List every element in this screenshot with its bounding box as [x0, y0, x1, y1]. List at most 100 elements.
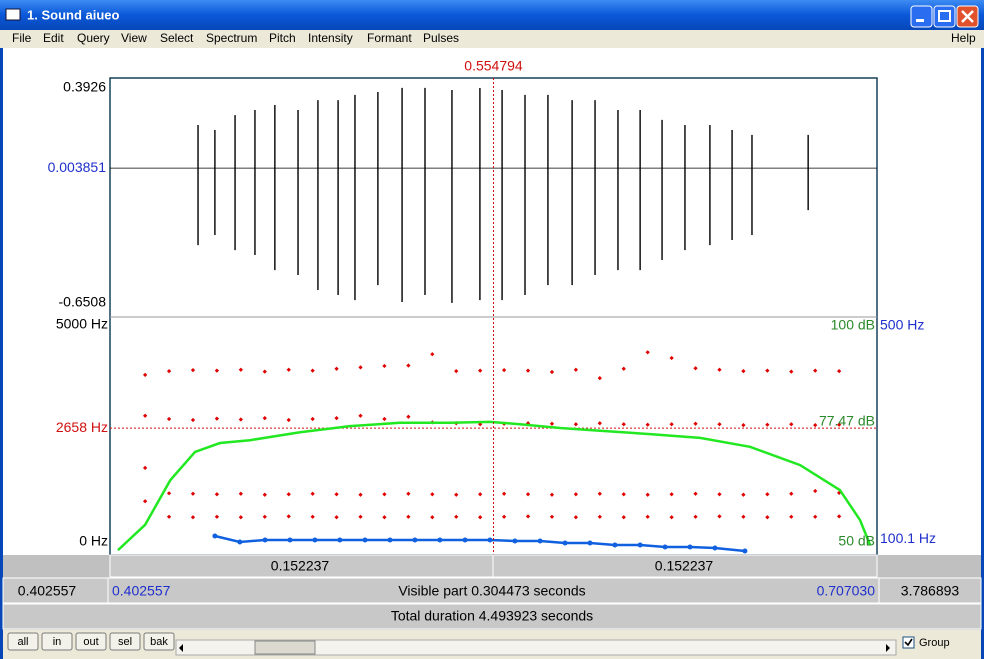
formant-point: [645, 492, 650, 497]
button[interactable]: [75, 632, 107, 651]
menu-item[interactable]: Formant: [367, 31, 412, 45]
menu-item[interactable]: View: [121, 31, 147, 45]
maximize-button[interactable]: [933, 5, 956, 28]
formant-point: [214, 416, 220, 421]
formant-point: [430, 352, 435, 357]
formant-point: [549, 492, 555, 497]
formant-point: [837, 514, 842, 519]
total-bar[interactable]: [2, 603, 982, 630]
visible-bar[interactable]: [2, 577, 982, 604]
menu-item[interactable]: Pitch: [269, 31, 296, 45]
formant-point: [382, 492, 387, 497]
pitch-point: [587, 540, 593, 546]
menu-item[interactable]: Edit: [43, 31, 64, 45]
menu-item[interactable]: Pulses: [423, 31, 459, 45]
scroll-thumb[interactable]: [254, 640, 316, 655]
formant-point: [190, 515, 196, 520]
formant-point: [310, 368, 315, 373]
button-label[interactable]: bak: [150, 636, 168, 648]
button[interactable]: [7, 632, 39, 651]
button-label[interactable]: all: [17, 636, 28, 648]
formant-point: [143, 465, 148, 471]
formant-point: [597, 421, 602, 426]
scroll-left[interactable]: [179, 644, 183, 652]
formant-point: [382, 515, 387, 520]
button-label[interactable]: in: [53, 636, 62, 648]
formant-point: [501, 368, 507, 373]
pitch-point: [337, 537, 343, 543]
formant-point: [813, 368, 818, 373]
button[interactable]: [41, 632, 73, 651]
half-duration: 0.152237: [655, 558, 714, 574]
formant-point: [143, 499, 148, 504]
menu-item[interactable]: Help: [951, 31, 976, 45]
formant-point: [741, 492, 746, 497]
pitch-point: [462, 537, 468, 543]
formant-point: [741, 514, 746, 519]
pitch-point: [637, 542, 643, 548]
formant-point: [741, 423, 746, 428]
formant-point: [501, 491, 507, 496]
formant-point: [813, 423, 818, 428]
half-bar[interactable]: [492, 554, 878, 578]
scrollbar[interactable]: [175, 639, 897, 656]
scroll-right[interactable]: [886, 644, 890, 652]
menu-item[interactable]: Select: [160, 31, 194, 45]
window-title: 1. Sound aiueo: [27, 7, 120, 22]
menu-item[interactable]: Intensity: [308, 31, 353, 45]
cursor-time: 0.554794: [464, 58, 523, 74]
window-border: [981, 48, 984, 659]
pitch-point: [662, 544, 668, 550]
formant-point: [621, 366, 626, 371]
formant-point: [166, 491, 172, 496]
formant-point: [573, 515, 579, 520]
formant-point: [190, 368, 196, 373]
formant-point: [717, 492, 722, 497]
formant-point: [621, 492, 626, 497]
formant-point: [190, 491, 196, 496]
pitch-point: [362, 537, 368, 543]
title-bar: [0, 0, 984, 30]
button-label[interactable]: sel: [118, 636, 132, 648]
formant-point: [717, 514, 722, 519]
formant-point: [143, 372, 148, 377]
formant-point: [358, 492, 363, 497]
formant-point: [837, 422, 842, 427]
formant-point: [310, 491, 315, 496]
menu-item[interactable]: Spectrum: [206, 31, 257, 45]
formant-point: [621, 422, 626, 427]
group-checkbox[interactable]: [902, 636, 915, 649]
menu-item[interactable]: Query: [77, 31, 110, 45]
formant-point: [286, 492, 291, 497]
amplitude-max: 0.3926: [63, 79, 106, 95]
formant-point: [310, 514, 315, 519]
formant-point: [765, 515, 770, 520]
formant-point: [813, 488, 818, 494]
formant-point: [669, 355, 674, 361]
formant-point: [693, 366, 698, 371]
formant-point: [214, 514, 220, 519]
menu-item[interactable]: File: [12, 31, 32, 45]
formant-point: [334, 515, 339, 520]
formant-point: [573, 367, 579, 372]
formant-point: [693, 491, 698, 496]
formant-point: [478, 492, 483, 497]
pitch-curve: [214, 534, 746, 553]
pitch-point: [412, 537, 418, 543]
button[interactable]: [109, 632, 141, 651]
pitch-point: [387, 537, 393, 543]
pitch-point: [487, 537, 493, 543]
button-label[interactable]: out: [83, 636, 98, 648]
formant-point: [573, 492, 579, 497]
formant-point: [669, 515, 674, 520]
pitch-point: [237, 539, 243, 545]
close-button[interactable]: [956, 5, 979, 28]
view-start: 0.402557: [112, 583, 171, 599]
formant-point: [501, 514, 507, 519]
button[interactable]: [143, 632, 175, 651]
formant-point: [549, 369, 555, 375]
minimize-button[interactable]: [910, 5, 933, 28]
window-icon: [5, 8, 21, 21]
view-end: 0.707030: [817, 583, 876, 599]
